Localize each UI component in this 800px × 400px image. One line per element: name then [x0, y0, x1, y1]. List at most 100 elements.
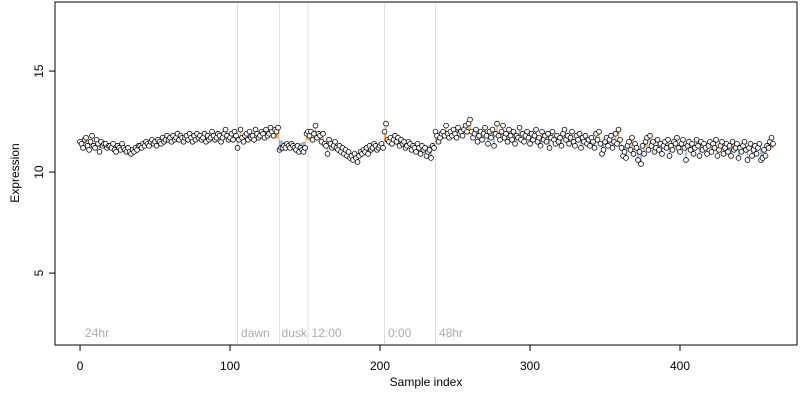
point: [683, 157, 689, 163]
point: [270, 132, 277, 139]
point: [614, 141, 620, 147]
point: [650, 138, 656, 145]
point: [753, 151, 760, 157]
annotation: dawn: [241, 326, 270, 340]
point: [453, 134, 460, 141]
x-tick-label: 0: [77, 359, 84, 373]
point: [324, 151, 331, 157]
point: [87, 138, 94, 145]
point: [665, 136, 671, 143]
y-tick-label: 5: [32, 269, 46, 276]
point: [677, 149, 683, 155]
point: [222, 126, 229, 133]
point: [762, 153, 769, 159]
point: [237, 126, 244, 133]
point: [504, 138, 511, 145]
point: [744, 157, 751, 163]
point: [761, 147, 767, 153]
point: [561, 126, 568, 133]
point: [546, 145, 553, 151]
point: [591, 145, 598, 151]
point: [696, 153, 703, 159]
point: [110, 141, 116, 147]
point: [234, 145, 241, 151]
point: [485, 141, 491, 147]
point: [582, 132, 589, 139]
point: [770, 141, 776, 147]
point: [240, 138, 247, 145]
point: [230, 136, 236, 143]
point: [672, 141, 679, 147]
point: [693, 136, 700, 143]
point: [749, 153, 755, 159]
point: [233, 132, 239, 139]
point: [539, 128, 545, 135]
point: [615, 126, 622, 133]
point: [600, 147, 607, 153]
point: [609, 145, 616, 151]
point: [738, 149, 745, 155]
point: [636, 149, 643, 155]
point: [726, 143, 733, 149]
point: [494, 120, 500, 127]
point: [251, 136, 257, 143]
point: [381, 128, 388, 135]
point: [506, 126, 512, 133]
point: [527, 141, 533, 147]
point: [417, 151, 424, 157]
point: [426, 147, 433, 153]
point: [626, 138, 632, 145]
point: [741, 138, 748, 145]
point: [483, 132, 490, 139]
point: [516, 124, 523, 131]
point: [590, 138, 596, 145]
point: [422, 145, 428, 151]
point: [612, 130, 619, 137]
point: [365, 151, 371, 157]
point: [246, 128, 253, 135]
point: [86, 147, 92, 153]
point: [491, 143, 497, 149]
point: [656, 147, 662, 153]
point: [549, 128, 556, 135]
point: [645, 147, 652, 153]
point: [323, 143, 329, 149]
x-tick-label: 200: [370, 359, 390, 373]
plot-frame: [54, 1, 798, 346]
annotation: 12:00: [312, 326, 342, 340]
point: [735, 155, 742, 161]
point: [714, 153, 721, 159]
point: [659, 151, 665, 157]
annotation: 24hr: [85, 326, 109, 340]
point: [765, 145, 772, 151]
point: [473, 126, 479, 133]
point: [83, 134, 89, 141]
point: [713, 136, 719, 143]
point: [312, 122, 319, 129]
point: [596, 128, 602, 135]
point: [638, 161, 644, 167]
point: [623, 155, 629, 161]
point: [569, 128, 575, 135]
x-tick-label: 100: [220, 359, 240, 373]
point: [711, 145, 718, 151]
point: [428, 155, 434, 161]
point: [630, 151, 637, 157]
point: [320, 130, 326, 137]
point: [566, 141, 572, 147]
point: [509, 136, 515, 143]
point: [498, 128, 505, 135]
point: [639, 143, 646, 149]
point: [474, 138, 481, 145]
point: [263, 126, 269, 133]
point: [521, 138, 527, 145]
point: [479, 136, 485, 143]
point: [666, 153, 673, 159]
point: [768, 134, 775, 141]
point: [80, 145, 86, 151]
point: [734, 141, 740, 147]
point: [497, 136, 503, 143]
point: [567, 134, 574, 141]
point: [345, 149, 352, 155]
